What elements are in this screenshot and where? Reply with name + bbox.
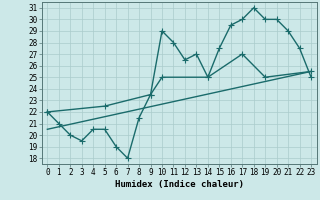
X-axis label: Humidex (Indice chaleur): Humidex (Indice chaleur) <box>115 180 244 189</box>
